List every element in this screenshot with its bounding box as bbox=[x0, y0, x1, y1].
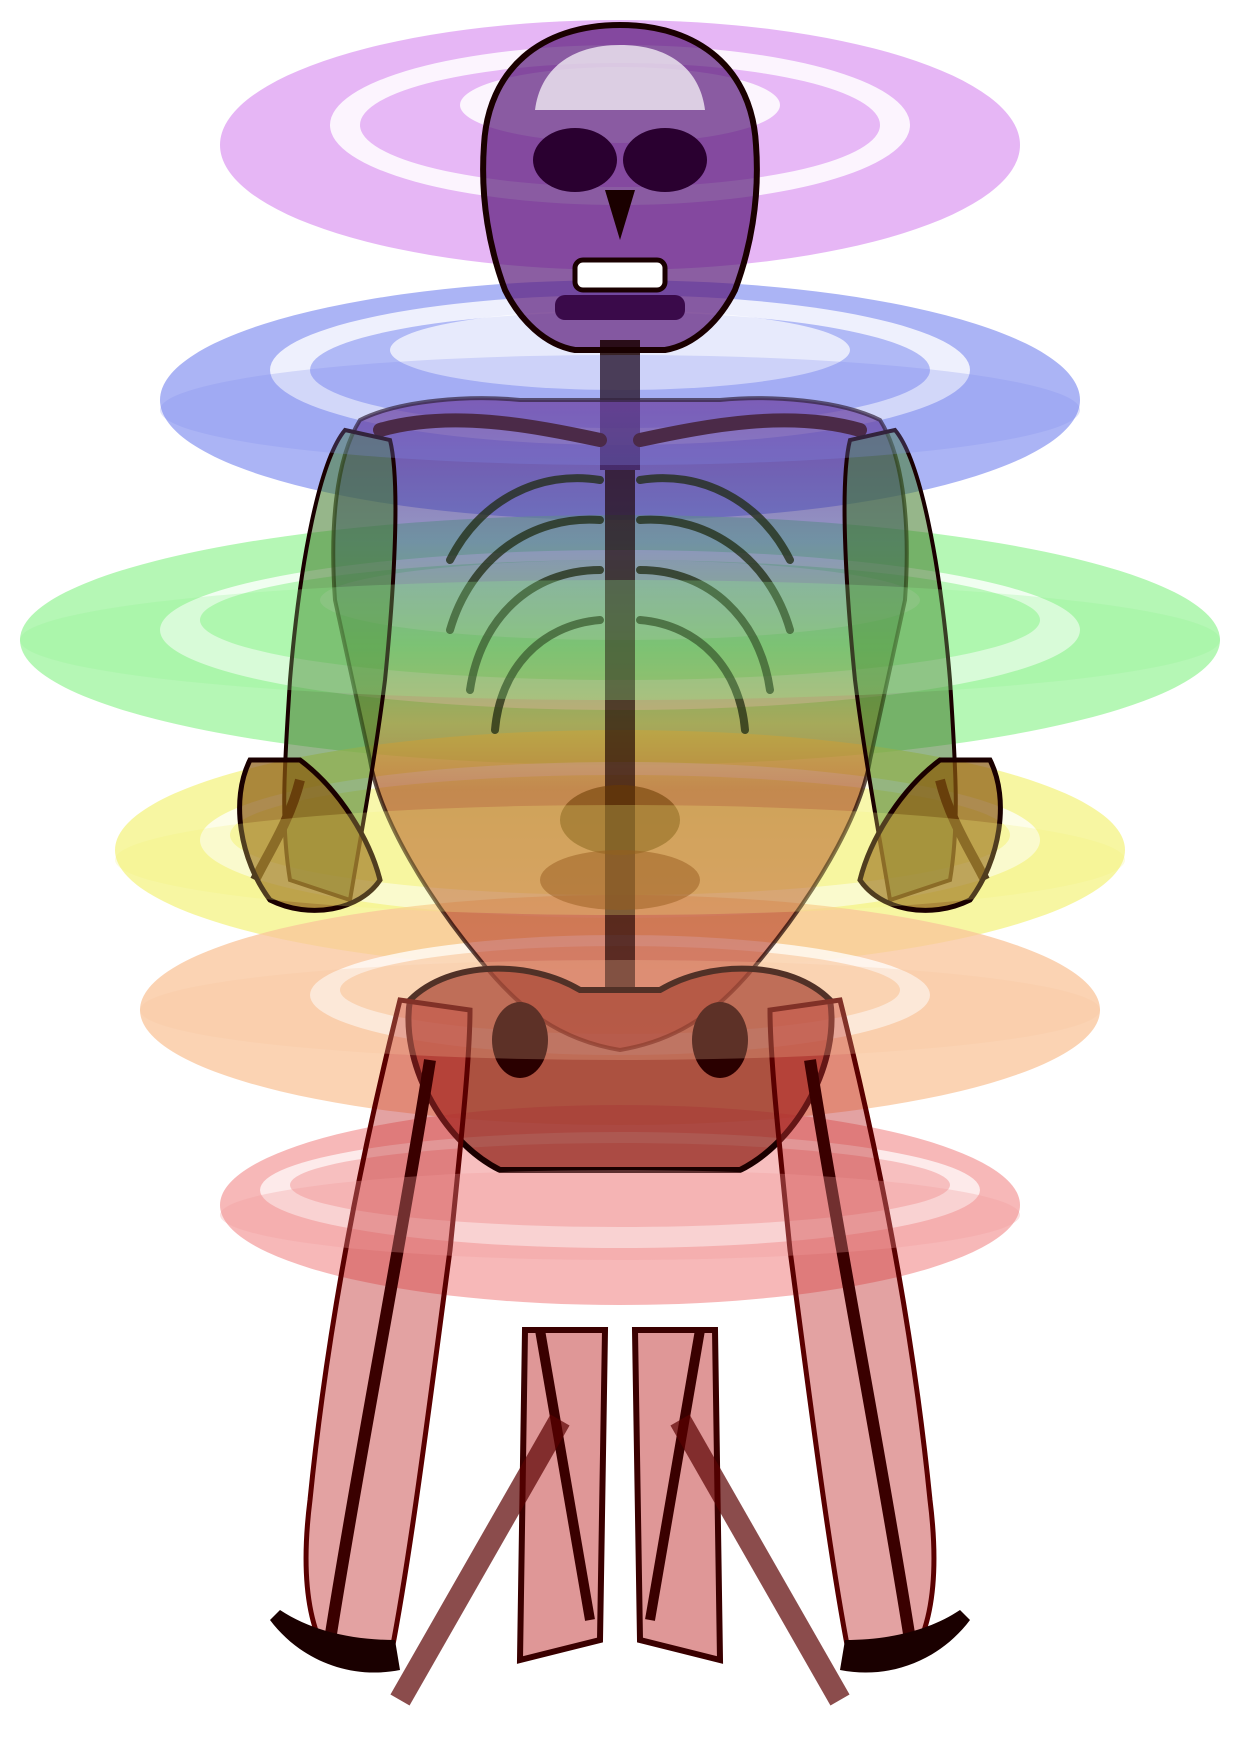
left-eye-socket bbox=[533, 128, 617, 192]
skeleton-body bbox=[237, 21, 1003, 1706]
teeth bbox=[572, 257, 668, 293]
right-leg bbox=[767, 997, 970, 1673]
nose-cavity bbox=[605, 190, 635, 240]
inner-right-leg bbox=[631, 1327, 850, 1706]
left-arm bbox=[237, 427, 398, 913]
left-hand bbox=[237, 757, 383, 913]
right-hand bbox=[857, 757, 1003, 913]
left-leg bbox=[270, 997, 473, 1673]
chakra-rings-front bbox=[20, 355, 1220, 1260]
skull-highlight bbox=[535, 45, 705, 110]
inner-left-leg bbox=[390, 1327, 609, 1706]
left-foot bbox=[270, 1610, 400, 1673]
right-eye-socket bbox=[623, 128, 707, 192]
right-foot bbox=[840, 1610, 970, 1673]
rib-cage bbox=[446, 474, 794, 734]
right-arm bbox=[842, 427, 1003, 913]
